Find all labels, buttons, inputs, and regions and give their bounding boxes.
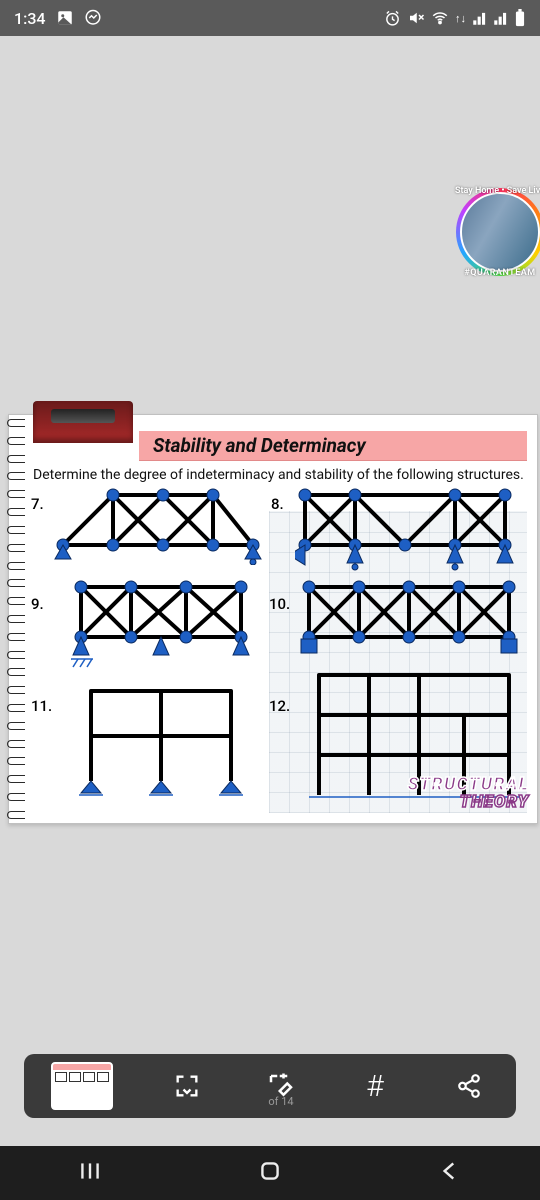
messenger-icon xyxy=(84,9,102,27)
structure-11 xyxy=(71,681,261,801)
hash-icon: # xyxy=(366,1069,383,1104)
app-viewport[interactable]: Stay Home • Save Live #QUARANTEAM Stabil… xyxy=(0,36,540,1146)
structure-9 xyxy=(71,577,261,677)
alarm-icon xyxy=(384,10,401,27)
home-button[interactable] xyxy=(257,1158,283,1188)
share-icon xyxy=(456,1073,482,1099)
share-button[interactable] xyxy=(449,1066,489,1106)
problem-number: 8. xyxy=(271,495,284,513)
system-navbar xyxy=(0,1146,540,1200)
clock-text: 1:34 xyxy=(14,9,46,28)
watermark-line2: THEORY xyxy=(407,794,529,811)
recent-apps-button[interactable] xyxy=(77,1158,103,1188)
problem-number: 9. xyxy=(31,595,44,613)
image-icon xyxy=(56,9,74,27)
avatar-image xyxy=(460,192,540,272)
problem-number: 7. xyxy=(31,495,44,513)
volume-mute-icon xyxy=(407,9,425,27)
structure-8 xyxy=(295,485,525,585)
problem-number: 10. xyxy=(269,595,290,613)
slide-subtitle: Determine the degree of indeterminacy an… xyxy=(33,467,527,483)
status-bar: 1:34 ↑↓ xyxy=(0,0,540,36)
avatar-bottom-text: #QUARANTEAM xyxy=(464,268,535,278)
bottom-toolbar: of 14 # xyxy=(24,1054,516,1118)
recent-apps-icon xyxy=(77,1158,103,1184)
slide-thumbnail[interactable] xyxy=(51,1062,113,1110)
avatar-top-text: Stay Home • Save Live xyxy=(455,186,540,196)
home-icon xyxy=(257,1158,283,1184)
structure-10 xyxy=(299,577,529,677)
status-right: ↑↓ xyxy=(384,9,526,27)
expand-icon xyxy=(173,1072,201,1100)
signal-icon-2 xyxy=(493,11,508,26)
page-indicator: of 14 xyxy=(268,1095,293,1108)
wifi-arrows: ↑↓ xyxy=(455,12,466,25)
chat-head[interactable]: Stay Home • Save Live #QUARANTEAM xyxy=(456,188,540,276)
slide-title: Stability and Determinacy xyxy=(139,431,527,461)
wifi-icon xyxy=(431,9,449,27)
spiral-binding xyxy=(5,419,23,819)
structure-7 xyxy=(53,485,263,565)
avatar-ring xyxy=(456,188,540,276)
battery-icon xyxy=(514,9,526,27)
hash-button[interactable]: # xyxy=(355,1066,395,1106)
expand-button[interactable] xyxy=(167,1066,207,1106)
problem-number: 12. xyxy=(269,697,290,715)
back-icon xyxy=(437,1158,463,1184)
status-left: 1:34 xyxy=(14,9,102,28)
signal-icon-1 xyxy=(472,11,487,26)
document-slide[interactable]: Stability and Determinacy Determine the … xyxy=(8,414,538,824)
problem-number: 11. xyxy=(31,697,52,715)
problems-grid: 7. 8. 9. 10. 11. 12. xyxy=(31,491,527,813)
watermark: STRUCTURAL THEORY xyxy=(407,776,529,811)
edit-button[interactable]: of 14 xyxy=(261,1066,301,1106)
clamp-graphic xyxy=(33,401,133,443)
back-button[interactable] xyxy=(437,1158,463,1188)
